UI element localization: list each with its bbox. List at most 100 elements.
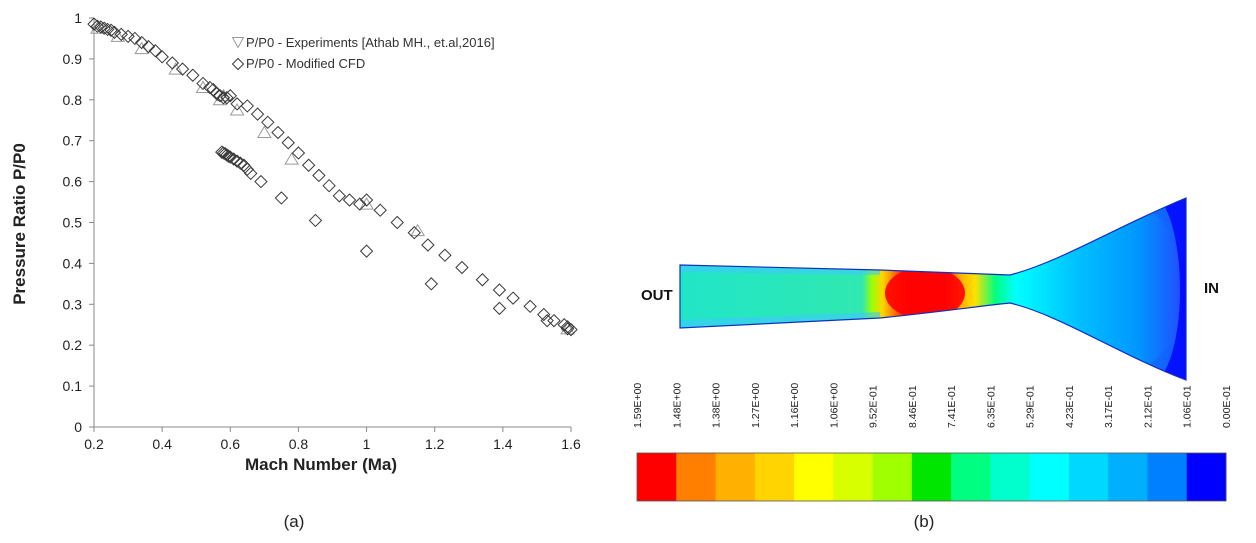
colorbar-segment (1068, 453, 1109, 501)
x-tick-label: 1.4 (493, 436, 513, 452)
data-point-triangle (256, 125, 272, 139)
data-point-diamond (141, 39, 156, 54)
colorbar-tick-label: 1.16E+00 (789, 383, 801, 428)
legend-label-cfd: P/P0 - Modified CFD (246, 56, 365, 71)
data-point-diamond (230, 154, 244, 168)
colorbar-segment (872, 453, 913, 501)
colorbar-segment (1029, 453, 1070, 501)
colorbar-tick-label: 2.12E-01 (1142, 385, 1154, 428)
data-point-diamond (209, 86, 224, 101)
data-point-diamond (240, 99, 255, 113)
data-point-diamond (475, 273, 490, 287)
data-point-diamond (121, 29, 135, 44)
data-point-diamond (421, 238, 435, 252)
inlet-label: IN (1204, 280, 1219, 297)
data-point-diamond (90, 19, 105, 33)
data-point-diamond (196, 76, 210, 91)
data-point-diamond (312, 168, 326, 183)
colorbar-segment (1186, 453, 1227, 501)
data-point-triangle (229, 103, 245, 116)
data-point-diamond (407, 226, 421, 240)
legend: P/P0 - Experiments [Athab MH., et.al,201… (231, 35, 495, 71)
colorbar-tick-label: 1.48E+00 (671, 383, 683, 428)
y-tick-label: 1 (74, 10, 82, 26)
data-point-diamond (455, 260, 469, 275)
legend-label-experiments: P/P0 - Experiments [Athab MH., et.al,201… (246, 35, 495, 50)
data-point-diamond (237, 158, 251, 172)
data-point-diamond (87, 17, 101, 31)
data-point-diamond (220, 91, 234, 105)
data-point-diamond (540, 313, 554, 328)
data-point-diamond (560, 322, 575, 336)
x-tick-label: 0.4 (152, 436, 172, 452)
colorbar-segment (715, 453, 756, 501)
y-tick-label: 0.9 (63, 51, 83, 67)
colorbar-segment (911, 453, 952, 501)
y-tick-label: 0.8 (63, 92, 83, 108)
data-point-diamond (165, 56, 180, 70)
data-point-diamond (359, 244, 374, 258)
colorbar-border (636, 452, 1227, 502)
colorbar-segment (676, 453, 717, 501)
data-point-diamond (274, 191, 289, 205)
data-point-diamond (564, 322, 578, 337)
data-point-diamond (359, 193, 374, 207)
chart-a-y-tick-labels: 0 0.1 0.2 0.3 0.4 0.5 0.6 0.7 0.8 0.9 1 (63, 10, 83, 435)
colorbar-tick-labels: 1.59E+00 1.48E+00 1.38E+00 1.27E+00 1.16E+00… (632, 383, 1233, 428)
colorbar-segment (1147, 453, 1188, 501)
data-point-diamond (291, 146, 306, 160)
data-point-diamond (438, 248, 452, 262)
data-point-diamond (332, 189, 347, 203)
data-point-diamond (114, 27, 128, 42)
data-point-diamond (523, 299, 537, 314)
data-point-diamond (218, 147, 232, 161)
data-point-diamond (492, 283, 507, 297)
data-point-diamond (100, 22, 115, 37)
colorbar-tick-label: 1.38E+00 (711, 383, 723, 428)
x-axis-label: Mach Number (Ma) (245, 455, 397, 474)
data-point-diamond (244, 166, 258, 181)
data-point-diamond (271, 125, 285, 140)
data-point-diamond (94, 20, 108, 34)
chart-a-axes (89, 17, 572, 432)
colorbar-tick-label: 1.06E+00 (828, 383, 840, 428)
x-tick-label: 1.2 (425, 436, 445, 452)
colorbar-segment (794, 453, 834, 501)
data-point-diamond (322, 178, 336, 193)
x-tick-label: 0.6 (221, 436, 241, 452)
data-point-diamond (230, 97, 244, 111)
y-tick-label: 0.3 (63, 296, 83, 312)
colorbar-tick-label: 5.29E-01 (1025, 385, 1037, 428)
data-point-triangle (284, 152, 299, 165)
data-point-diamond (342, 193, 357, 207)
panel-a-chart: 0.2 0.4 0.6 0.8 1 1.2 1.4 1.6 00.10.20.30.40.50… (10, 10, 581, 531)
data-point-diamond (308, 213, 323, 228)
data-point-diamond (261, 115, 275, 130)
y-tick-label: 0.6 (63, 174, 83, 190)
x-tick-label: 1.6 (561, 436, 581, 452)
data-point-diamond (107, 25, 122, 40)
data-point-triangle (110, 29, 126, 42)
data-point-diamond (492, 301, 507, 316)
x-tick-label: 1 (363, 436, 371, 452)
x-tick-label: 0.8 (289, 436, 309, 452)
data-point-diamond (424, 277, 439, 291)
y-tick-label: 0 (74, 419, 82, 435)
colorbar-tick-label: 7.41E-01 (946, 385, 958, 428)
data-point-diamond (97, 21, 111, 35)
colorbar-segment (1108, 453, 1148, 501)
colorbar-tick-label: 4.23E-01 (1064, 385, 1076, 428)
data-point-triangle (90, 21, 105, 34)
nozzle-outline (679, 197, 1187, 381)
data-point-diamond (506, 291, 520, 305)
data-point-diamond (134, 35, 149, 50)
series-modified-cfd (87, 17, 578, 337)
colorbar-segment (637, 453, 677, 501)
panel-label-b: (b) (914, 512, 935, 531)
panel-b-contour: OUT IN 1.59E+00 1.48E+00 1.38E+00 1.27E+00 1… (632, 197, 1233, 531)
data-point-triangle (359, 197, 374, 210)
data-point-diamond (186, 68, 200, 82)
data-point-diamond (233, 156, 248, 170)
